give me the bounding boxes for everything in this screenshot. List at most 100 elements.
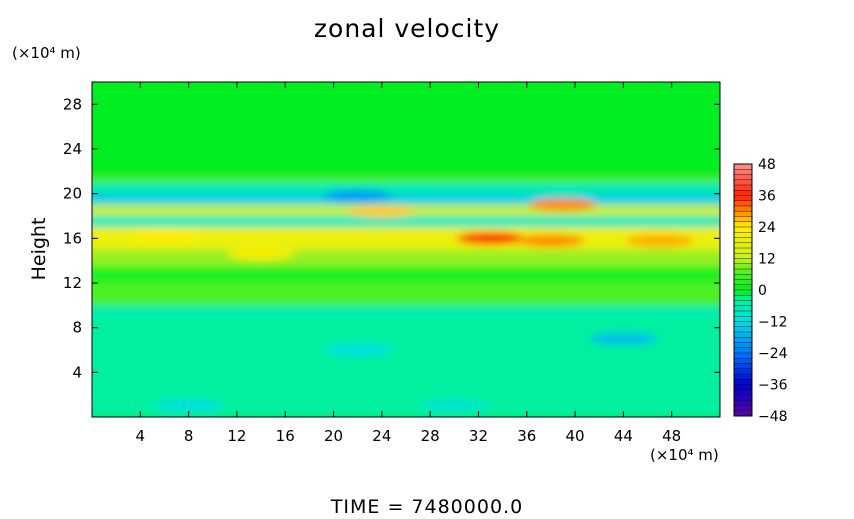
x-axis: 4 8 12 16 20 24 28 32 36 40 44 48 <box>136 82 681 445</box>
x-tick-label: 8 <box>184 427 194 445</box>
y-tick-label: 8 <box>72 319 82 337</box>
colorbar-segment <box>734 174 752 181</box>
colorbar-segment <box>734 211 752 217</box>
colorbar-segment <box>734 206 752 212</box>
colorbar-segment <box>734 195 752 202</box>
y-axis: 4 8 12 16 20 24 28 <box>63 95 720 381</box>
colorbar-segment <box>734 353 752 359</box>
colorbar-segment <box>734 190 752 196</box>
colorbar-segment <box>734 253 752 259</box>
colorbar-segment <box>734 316 752 322</box>
x-tick-label: 24 <box>372 427 391 445</box>
field-band <box>92 266 720 283</box>
y-tick-label: 24 <box>63 140 82 158</box>
colorbar-label: 12 <box>758 252 776 268</box>
colorbar-segment <box>734 274 752 280</box>
colorbar-segment <box>734 284 752 291</box>
colorbar-segment <box>734 179 752 186</box>
x-tick-label: 40 <box>566 427 585 445</box>
x-tick-label: 16 <box>276 427 295 445</box>
field-band <box>92 82 720 177</box>
colorbar-segment <box>734 379 752 385</box>
y-tick-label: 12 <box>63 274 82 292</box>
colorbar-segment <box>734 232 752 238</box>
colorbar-segment <box>734 242 752 249</box>
x-tick-label: 28 <box>421 427 440 445</box>
field-feature <box>323 189 392 202</box>
colorbar-segment <box>734 164 752 170</box>
colorbar-segment <box>734 405 752 412</box>
colorbar-segment <box>734 221 752 228</box>
colorbar-segment <box>734 290 752 296</box>
colorbar-segment <box>734 374 752 380</box>
field-band <box>92 176 720 183</box>
field-feature <box>420 399 489 412</box>
colorbar-segment <box>734 395 752 401</box>
chart-title: zonal velocity <box>313 14 501 43</box>
field-feature <box>130 230 199 243</box>
field-band <box>92 249 720 267</box>
colorbar-segment <box>734 358 752 364</box>
colorbar-segment <box>734 300 752 307</box>
colorbar-segment <box>734 326 752 333</box>
time-footer: TIME = 7480000.0 <box>330 496 524 518</box>
colorbar-segment <box>734 185 752 191</box>
y-axis-unit: (×10⁴ m) <box>12 44 81 62</box>
x-tick-label: 44 <box>614 427 633 445</box>
colorbar-segment <box>734 258 752 265</box>
colorbar-label: −12 <box>758 315 788 331</box>
field-band <box>92 216 720 228</box>
colorbar-segment <box>734 368 752 375</box>
colorbar-label: −36 <box>758 378 788 394</box>
colorbar-frame <box>733 163 753 417</box>
y-tick-label: 20 <box>63 185 82 203</box>
colorbar-segment <box>734 400 752 406</box>
x-axis-unit: (×10⁴ m) <box>650 446 719 464</box>
colorbar-segment <box>734 347 752 354</box>
colorbar-segment <box>734 248 752 254</box>
colorbar-segment <box>734 269 752 275</box>
x-tick-label: 32 <box>469 427 488 445</box>
field-feature <box>456 232 525 245</box>
colorbar: 48 36 24 12 0 −12 −24 −36 −48 <box>733 157 788 425</box>
colorbar-segment <box>734 279 752 286</box>
colorbar-label: 0 <box>758 283 767 299</box>
x-tick-label: 48 <box>662 427 681 445</box>
velocity-field <box>92 82 720 417</box>
x-tick-label: 4 <box>136 427 146 445</box>
colorbar-segment <box>734 227 752 233</box>
colorbar-segment <box>734 169 752 175</box>
colorbar-segment <box>734 200 752 207</box>
field-feature <box>154 399 223 412</box>
field-band <box>92 283 720 306</box>
colorbar-segment <box>734 363 752 370</box>
colorbar-segment <box>734 216 752 223</box>
x-tick-label: 12 <box>227 427 246 445</box>
colorbar-segment <box>734 321 752 328</box>
field-feature <box>227 247 296 260</box>
colorbar-segment <box>734 337 752 343</box>
field-feature <box>516 234 585 247</box>
field-feature <box>625 234 694 247</box>
y-tick-label: 28 <box>63 95 82 113</box>
colorbar-label: −24 <box>758 346 788 362</box>
colorbar-label: 36 <box>758 189 776 205</box>
colorbar-segment <box>734 410 752 417</box>
colorbar-segment <box>734 342 752 349</box>
x-tick-label: 20 <box>324 427 343 445</box>
colorbar-segment <box>734 311 752 317</box>
x-tick-label: 36 <box>517 427 536 445</box>
colorbar-label: −48 <box>758 409 788 425</box>
colorbar-segment <box>734 384 752 391</box>
colorbar-segment <box>734 263 752 270</box>
colorbar-segment <box>734 237 752 244</box>
colorbar-segment <box>734 295 752 301</box>
field-feature <box>529 198 597 211</box>
colorbar-segment <box>734 389 752 396</box>
field-feature <box>323 344 392 356</box>
field-feature <box>347 205 416 218</box>
y-tick-label: 4 <box>72 363 82 381</box>
field-band <box>92 305 720 317</box>
colorbar-label: 24 <box>758 220 776 236</box>
